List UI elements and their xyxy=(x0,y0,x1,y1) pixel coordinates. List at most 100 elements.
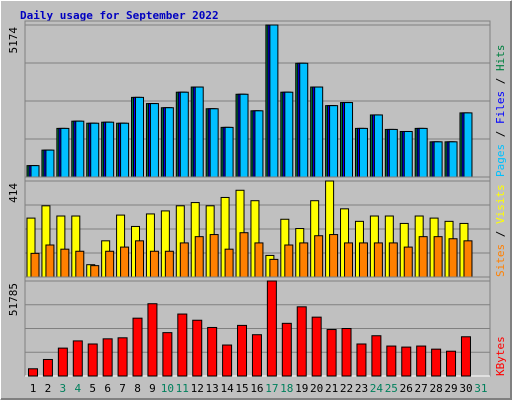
x-tick-label: 11 xyxy=(176,382,189,395)
bar xyxy=(254,110,264,178)
bar xyxy=(177,313,188,377)
x-tick-label: 16 xyxy=(250,382,263,395)
bar xyxy=(90,265,100,278)
bar xyxy=(254,242,264,278)
legend-entry: KBytes xyxy=(494,336,507,376)
bar xyxy=(446,350,457,377)
bar xyxy=(222,344,233,377)
bar xyxy=(460,336,471,377)
bar xyxy=(162,332,173,377)
bar xyxy=(344,102,354,178)
bar xyxy=(431,348,442,377)
bar xyxy=(60,127,70,178)
bar xyxy=(281,322,292,377)
bar xyxy=(135,96,145,178)
bar xyxy=(341,327,352,377)
bar xyxy=(314,86,324,178)
y-tick-label: 5174 xyxy=(7,27,20,54)
bar xyxy=(448,238,458,278)
bar xyxy=(75,250,85,278)
bar xyxy=(433,236,443,278)
bar xyxy=(87,343,98,377)
bar xyxy=(75,120,85,178)
bar xyxy=(358,242,368,278)
bar xyxy=(194,86,204,178)
bar xyxy=(463,240,473,278)
legend-entry: Sites xyxy=(494,244,507,277)
legend: Sites / Visits xyxy=(494,184,507,277)
bar xyxy=(60,248,70,278)
legend-separator: / xyxy=(494,224,507,244)
x-tick-label: 31 xyxy=(474,382,487,395)
bar xyxy=(224,126,234,178)
x-tick-label: 20 xyxy=(310,382,323,395)
x-tick-label: 25 xyxy=(385,382,398,395)
x-tick-label: 5 xyxy=(89,382,96,395)
bar xyxy=(120,246,130,278)
bar xyxy=(209,234,219,278)
x-tick-label: 15 xyxy=(235,382,248,395)
bar xyxy=(149,250,159,278)
x-tick-label: 8 xyxy=(134,382,141,395)
bar xyxy=(299,62,309,178)
x-tick-label: 30 xyxy=(459,382,472,395)
bar xyxy=(102,338,113,377)
x-tick-label: 26 xyxy=(400,382,413,395)
bar xyxy=(388,128,398,178)
bar xyxy=(239,232,249,278)
bar xyxy=(403,246,413,278)
bar xyxy=(105,121,115,178)
bar xyxy=(28,368,38,377)
bar xyxy=(433,141,443,178)
y-tick-label: 51785 xyxy=(7,283,20,316)
x-tick-label: 28 xyxy=(429,382,442,395)
bar xyxy=(90,122,100,178)
x-tick-label: 6 xyxy=(104,382,111,395)
bar xyxy=(418,127,428,178)
bar xyxy=(45,149,55,178)
bar xyxy=(416,345,427,377)
bar xyxy=(373,242,383,278)
x-tick-label: 19 xyxy=(295,382,308,395)
legend-entry: Pages xyxy=(494,144,507,177)
legend-separator: / xyxy=(494,124,507,144)
bar xyxy=(30,252,40,278)
bar xyxy=(120,122,130,178)
bar xyxy=(105,250,115,278)
x-tick-label: 24 xyxy=(370,382,384,395)
x-tick-label: 17 xyxy=(265,382,278,395)
x-tick-label: 12 xyxy=(191,382,204,395)
bar xyxy=(284,244,294,278)
bar xyxy=(57,347,68,377)
bar xyxy=(45,244,55,278)
bar xyxy=(224,248,234,278)
bar xyxy=(329,234,339,278)
bar xyxy=(164,107,174,178)
x-tick-label: 10 xyxy=(161,382,174,395)
x-tick-label: 27 xyxy=(415,382,428,395)
bar xyxy=(388,242,398,278)
x-tick-label: 2 xyxy=(45,382,52,395)
bar xyxy=(192,319,203,377)
bar xyxy=(117,337,128,377)
legend-entry: Hits xyxy=(494,45,507,72)
legend-separator: / xyxy=(494,71,507,91)
legend: KBytes xyxy=(494,336,507,376)
bar xyxy=(373,114,383,178)
bar xyxy=(314,235,324,278)
bar xyxy=(209,108,219,178)
bar xyxy=(418,236,428,278)
bar xyxy=(207,326,218,377)
bar xyxy=(401,346,412,377)
y-tick-label: 414 xyxy=(7,183,20,203)
x-tick-label: 7 xyxy=(119,382,126,395)
x-tick-label: 13 xyxy=(206,382,219,395)
bar xyxy=(132,317,143,377)
x-tick-label: 9 xyxy=(149,382,156,395)
bar xyxy=(371,335,382,377)
bar xyxy=(299,242,309,278)
bar xyxy=(386,345,397,377)
bar xyxy=(30,165,40,178)
x-tick-label: 23 xyxy=(355,382,368,395)
